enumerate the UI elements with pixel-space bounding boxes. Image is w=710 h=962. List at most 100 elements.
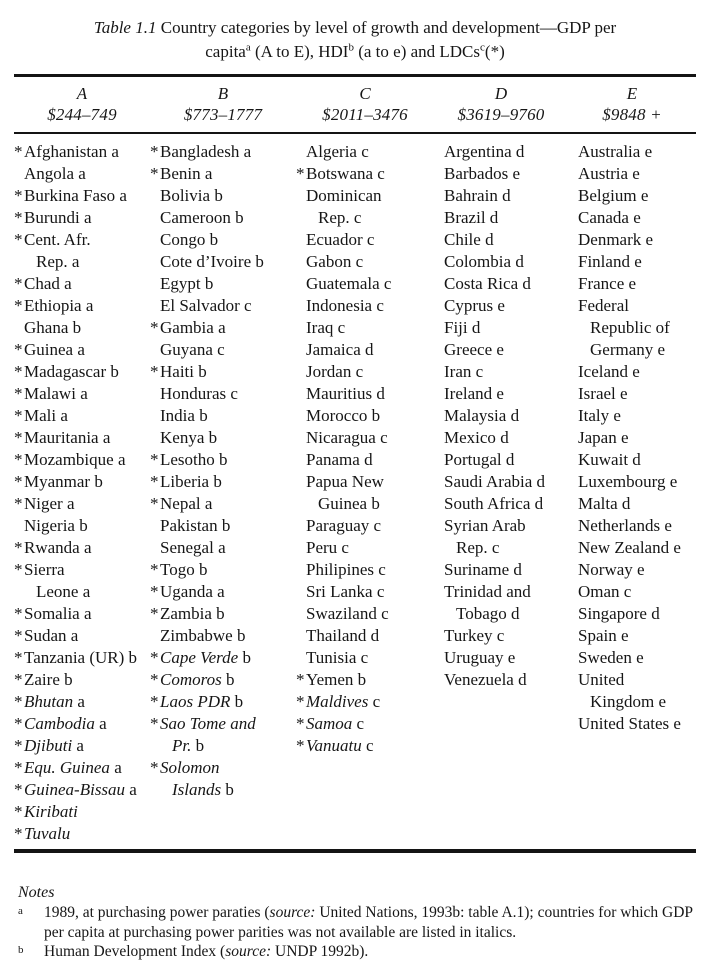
- country-entry: Tunisia c: [296, 647, 434, 669]
- hdi-letter: d: [530, 494, 544, 513]
- country-entry: Luxembourg e: [568, 471, 696, 493]
- column-gdp-range: $9848 +: [602, 105, 662, 124]
- country-line: *Tuvalu: [14, 823, 150, 845]
- country-line: *Yemen b: [296, 669, 434, 691]
- country-line: *Mozambique a: [14, 449, 150, 471]
- ldc-asterisk: *: [150, 362, 159, 381]
- country-line-continuation: Leone a: [14, 581, 150, 603]
- country-line: Philipines c: [296, 559, 434, 581]
- ldc-asterisk: *: [14, 230, 23, 249]
- table-caption: Table 1.1 Country categories by level of…: [24, 16, 686, 64]
- hdi-letter: e: [624, 274, 637, 293]
- hdi-letter: a: [107, 142, 119, 161]
- country-name: Republic of: [590, 318, 670, 337]
- ldc-asterisk: *: [14, 670, 23, 689]
- ldc-asterisk: *: [150, 604, 159, 623]
- country-entry: Belgium e: [568, 185, 696, 207]
- hdi-letter: a: [72, 736, 84, 755]
- hdi-letter: c: [487, 538, 500, 557]
- hdi-letter: e: [508, 164, 521, 183]
- ldc-asterisk: *: [14, 384, 23, 403]
- country-entry: Kenya b: [150, 427, 296, 449]
- country-name: New Zealand: [578, 538, 670, 557]
- country-line-continuation: Republic of: [568, 317, 696, 339]
- ldc-asterisk: *: [296, 692, 305, 711]
- column-c-countries: Algeria c *Botswana c Dominican Rep. c Ecuad…: [296, 141, 434, 845]
- country-name: Mozambique: [24, 450, 114, 469]
- country-line: Indonesia c: [296, 295, 434, 317]
- ldc-asterisk: *: [150, 714, 159, 733]
- hdi-letter: a: [81, 296, 94, 315]
- text-segment: capita: [205, 42, 246, 61]
- country-line: Singapore d: [568, 603, 696, 625]
- table-number: Table 1.1: [93, 18, 157, 37]
- country-line: Kenya b: [150, 427, 296, 449]
- country-entry: *Sudan a: [14, 625, 150, 647]
- country-entry: Fiji d: [434, 317, 568, 339]
- country-line: Panama d: [296, 449, 434, 471]
- ldc-asterisk: *: [150, 648, 159, 667]
- country-name: Djibuti: [24, 736, 73, 755]
- country-line-continuation: Rep. a: [14, 251, 150, 273]
- country-line: *Equ. Guinea a: [14, 757, 150, 779]
- hdi-letter: a: [213, 538, 226, 557]
- country-entry: Venezuela d: [434, 669, 568, 691]
- country-line: Suriname d: [434, 559, 568, 581]
- country-name: Cameroon: [160, 208, 231, 227]
- country-line: United: [568, 669, 696, 691]
- hdi-letter: d: [480, 230, 494, 249]
- country-line: *Sudan a: [14, 625, 150, 647]
- country-name: United: [578, 670, 625, 689]
- ldc-asterisk: *: [150, 758, 159, 777]
- country-line: Saudi Arabia d: [434, 471, 568, 493]
- country-line: Austria e: [568, 163, 696, 185]
- country-line: *Botswana c: [296, 163, 434, 185]
- country-line: Barbados e: [434, 163, 568, 185]
- column-header-d: D $3619–9760: [434, 83, 568, 125]
- country-entry: Congo b: [150, 229, 296, 251]
- country-line: New Zealand e: [568, 537, 696, 559]
- hdi-letter: c: [356, 648, 369, 667]
- hdi-letter: d: [495, 428, 509, 447]
- ldc-asterisk: *: [14, 538, 23, 557]
- country-line: Trinidad and: [434, 581, 568, 603]
- country-name: Oman: [578, 582, 620, 601]
- hdi-letter: c: [372, 582, 385, 601]
- country-line: *Benin a: [150, 163, 296, 185]
- country-entry: *Comoros b: [150, 669, 296, 691]
- hdi-letter: c: [356, 142, 369, 161]
- country-entry: Malaysia d: [434, 405, 568, 427]
- country-name: Swaziland: [306, 604, 377, 623]
- country-name: Kuwait: [578, 450, 629, 469]
- hdi-letter: a: [109, 758, 122, 777]
- country-entry: Brazil d: [434, 207, 568, 229]
- country-entry: Malta d: [568, 493, 696, 515]
- hdi-letter: a: [59, 274, 72, 293]
- column-letter: A: [76, 84, 88, 103]
- country-name: Sierra: [24, 560, 65, 579]
- hdi-letter: e: [616, 428, 629, 447]
- country-entry: *Malawi a: [14, 383, 150, 405]
- country-line: Jamaica d: [296, 339, 434, 361]
- country-line: Angola a: [14, 163, 150, 185]
- hdi-letter: b: [367, 406, 381, 425]
- country-line: Senegal a: [150, 537, 296, 559]
- country-name: France: [578, 274, 625, 293]
- country-line: *Afghanistan a: [14, 141, 150, 163]
- country-name: India: [160, 406, 195, 425]
- country-line: *Myanmar b: [14, 471, 150, 493]
- hdi-letter: e: [492, 384, 504, 403]
- hdi-letter: c: [352, 714, 365, 733]
- country-line: Papua New: [296, 471, 434, 493]
- country-entry: Jamaica d: [296, 339, 434, 361]
- country-entry: *Zaire b: [14, 669, 150, 691]
- country-entry: Federal Republic of Germany e: [568, 295, 696, 361]
- hdi-letter: d: [617, 494, 631, 513]
- ldc-asterisk: *: [14, 824, 23, 843]
- country-name: Germany: [590, 340, 654, 359]
- hdi-letter: d: [506, 604, 520, 623]
- country-entry: Dominican Rep. c: [296, 185, 434, 229]
- note-marker: a: [18, 905, 23, 917]
- hdi-letter: d: [628, 450, 641, 469]
- column-a-countries: *Afghanistan a Angola a *Burkina Faso a *Bu…: [14, 141, 150, 845]
